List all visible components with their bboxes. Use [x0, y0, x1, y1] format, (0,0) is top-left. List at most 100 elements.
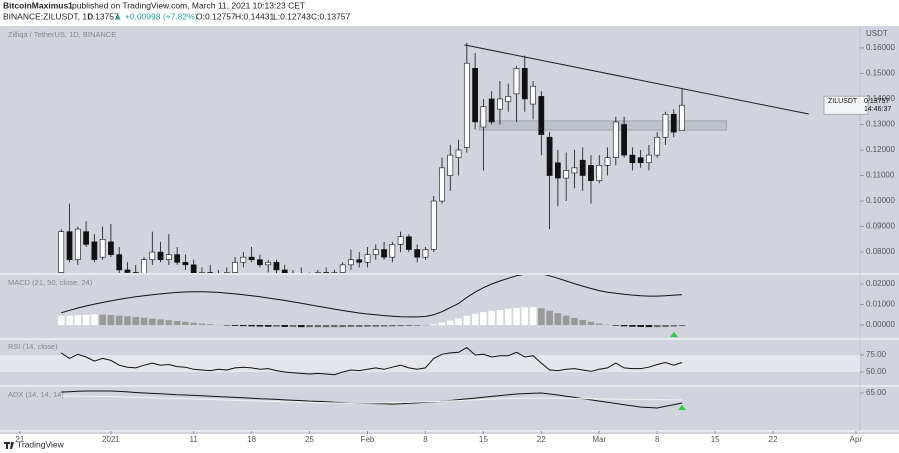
histogram-bar	[430, 324, 438, 326]
footer: TradingView	[4, 439, 65, 449]
histogram-bar	[322, 325, 330, 328]
histogram-bar	[157, 319, 164, 326]
publisher: BitcoinMaximus1	[3, 0, 73, 10]
candle-body	[331, 272, 338, 273]
rsi-panel	[0, 346, 860, 376]
candle-body	[571, 167, 578, 174]
x-tick-label: 8	[655, 435, 660, 444]
x-tick-label: Apr	[850, 435, 863, 444]
candle-body	[199, 272, 205, 273]
histogram-bar	[372, 325, 380, 327]
histogram-bar	[132, 316, 140, 326]
candle-body	[563, 170, 570, 179]
signal-marker	[670, 332, 678, 337]
histogram-bar	[289, 325, 297, 327]
histogram-bar	[521, 307, 529, 326]
y-tick-label: 0.08000	[866, 247, 895, 256]
panel-title: MACD (21, 50, close, 24)	[8, 278, 93, 287]
histogram-bar	[66, 315, 73, 326]
histogram-bar	[165, 320, 173, 326]
candle-body	[488, 98, 495, 123]
histogram-bar	[446, 320, 454, 326]
trendline	[464, 44, 809, 115]
y-tick-label: 0.00000	[866, 320, 895, 329]
candle-body	[339, 264, 346, 273]
candle-body	[538, 96, 545, 135]
macd-panel	[57, 275, 686, 328]
candle-body	[58, 231, 65, 273]
chart-background	[0, 26, 899, 434]
line	[61, 395, 682, 404]
histogram-bar	[74, 315, 82, 326]
candle-body	[472, 68, 478, 123]
published: published on TradingView.com, March 11, …	[72, 0, 305, 10]
histogram-bar	[480, 312, 487, 326]
histogram-bar	[504, 308, 512, 326]
ohlc: L:0.12743	[273, 11, 311, 21]
candle-body	[596, 165, 603, 181]
candle-body	[116, 254, 123, 271]
histogram-bar	[571, 317, 578, 326]
ohlc: C:0.13757	[311, 11, 350, 21]
candle-body	[99, 239, 106, 258]
x-tick-label: 21	[15, 435, 24, 444]
price-panel	[58, 42, 809, 273]
candle-body	[588, 165, 594, 181]
candle-body	[364, 254, 371, 263]
panel-title: RSI (14, close)	[8, 342, 58, 351]
candle-body	[637, 157, 644, 164]
y-tick-label: 0.15000	[866, 69, 895, 78]
candle-body	[232, 261, 238, 273]
candle-body	[273, 261, 280, 271]
candle-body	[397, 236, 404, 245]
histogram-bar	[397, 325, 404, 327]
logo	[4, 442, 14, 449]
histogram-bar	[662, 325, 669, 327]
candle-body	[555, 162, 561, 179]
candle-body	[323, 272, 329, 273]
candle-body	[604, 157, 611, 166]
header: BitcoinMaximus1 published on TradingView…	[3, 0, 350, 21]
histogram-bar	[115, 315, 123, 326]
histogram-bar	[653, 325, 661, 328]
candle-body	[455, 149, 462, 158]
candle-body	[612, 121, 619, 158]
brand: TradingView	[17, 439, 65, 449]
y-tick-label: 0.16000	[866, 43, 895, 52]
histogram-bar	[513, 308, 520, 326]
y-tick-label: 75.00	[866, 350, 887, 359]
candle-body	[83, 231, 89, 245]
line	[61, 275, 683, 318]
histogram-bar	[248, 325, 255, 327]
histogram-bar	[595, 323, 603, 326]
histogram-bar	[140, 317, 148, 326]
candle-body	[372, 249, 379, 255]
histogram-bar	[471, 313, 479, 326]
candle-body	[389, 244, 396, 258]
histogram-bar	[562, 315, 570, 326]
histogram-bar	[306, 325, 313, 328]
histogram-bar	[629, 325, 636, 327]
histogram-bar	[355, 325, 363, 327]
x-tick-label: 11	[190, 435, 199, 444]
candle-body	[497, 98, 503, 110]
x-tick-label: 18	[247, 435, 256, 444]
x-tick-label: 8	[423, 435, 428, 444]
candle-body	[281, 269, 288, 273]
histogram-bar	[314, 325, 322, 328]
rsi-band	[0, 354, 860, 372]
y-tick-label: 0.01000	[866, 300, 895, 309]
histogram-bar	[99, 314, 106, 326]
histogram-bar	[670, 325, 678, 327]
countdown: 14:46:37	[864, 106, 891, 113]
change: ▲ +0.00998 (+7.82%)	[114, 11, 198, 21]
y-tick-label: 0.13000	[866, 120, 895, 129]
histogram-bar	[57, 315, 65, 326]
histogram-bar	[645, 325, 653, 328]
candle-body	[74, 228, 81, 261]
candle-body	[240, 256, 247, 263]
candle-body	[447, 154, 454, 176]
candle-body	[629, 154, 636, 164]
candle-body	[646, 154, 652, 164]
candle-body	[248, 256, 255, 261]
